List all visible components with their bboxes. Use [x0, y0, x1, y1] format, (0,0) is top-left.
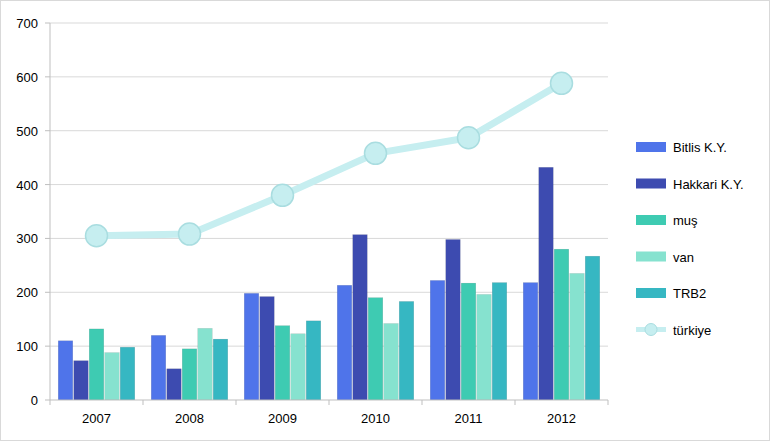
tick	[329, 400, 330, 405]
tick	[50, 400, 51, 405]
bar	[523, 283, 538, 400]
tick	[45, 238, 50, 239]
tick-label: 400	[16, 178, 38, 193]
bar	[58, 341, 73, 400]
bar	[554, 249, 569, 400]
legend-label: van	[673, 250, 694, 265]
legend-symbol	[636, 288, 666, 298]
tick-label: 2011	[455, 411, 483, 426]
bar	[384, 324, 399, 400]
bar	[539, 167, 554, 400]
tick	[236, 400, 237, 405]
legend-symbol	[636, 252, 666, 262]
y-axis	[50, 23, 51, 400]
grid-line	[50, 184, 608, 185]
bar	[275, 326, 290, 400]
bar	[430, 280, 445, 400]
tick	[45, 184, 50, 185]
tick	[515, 400, 516, 405]
tick-label: 600	[16, 70, 38, 85]
grid-line	[50, 130, 608, 131]
bar	[213, 339, 228, 400]
bar	[120, 347, 135, 400]
bar	[353, 235, 368, 400]
marker	[179, 223, 201, 245]
bar	[492, 283, 507, 400]
bar	[446, 240, 461, 400]
tick	[422, 400, 423, 405]
grid-line	[50, 76, 608, 77]
bar	[337, 285, 352, 400]
tick-label: 2009	[268, 411, 297, 426]
grid-line	[50, 23, 608, 24]
tick-label: 2007	[82, 411, 111, 426]
chart: 0 100 200 300 400 500 600 700 2007 2008 2009 2010 20…	[0, 0, 770, 441]
tick	[45, 400, 50, 401]
tick	[45, 23, 50, 24]
bar	[461, 283, 476, 400]
legend-label: Bitlis K.Y.	[673, 140, 727, 155]
bar	[105, 353, 120, 400]
bar	[585, 256, 600, 400]
tick	[45, 130, 50, 131]
marker	[272, 184, 294, 206]
bar	[244, 293, 259, 400]
bar	[291, 334, 306, 400]
tick-label: 700	[16, 16, 38, 31]
legend-symbol	[636, 215, 666, 225]
bar	[368, 298, 383, 400]
bar	[306, 321, 321, 400]
bar	[477, 294, 492, 400]
bar	[198, 328, 213, 400]
legend-label: Hakkari K.Y.	[673, 177, 744, 192]
tick-label: 100	[16, 339, 38, 354]
tick-label: 500	[16, 124, 38, 139]
tick	[45, 76, 50, 77]
legend-label: TRB2	[673, 286, 706, 301]
bar	[570, 273, 585, 400]
bar	[182, 349, 197, 400]
marker	[365, 142, 387, 164]
legend-label: muş	[673, 213, 698, 228]
bar	[399, 301, 414, 400]
background	[1, 1, 770, 441]
bar	[167, 369, 182, 400]
tick-label: 2010	[361, 411, 390, 426]
tick	[45, 346, 50, 347]
tick-label: 300	[16, 231, 38, 246]
legend-label: türkiye	[673, 323, 711, 338]
legend-symbol	[636, 179, 666, 189]
marker	[86, 225, 108, 247]
tick	[45, 292, 50, 293]
plot-area	[58, 72, 600, 400]
bar	[151, 335, 166, 400]
marker	[458, 127, 480, 149]
marker	[551, 72, 573, 94]
bar	[74, 361, 89, 400]
tick	[608, 400, 609, 405]
bar	[89, 329, 104, 400]
legend-symbol	[645, 324, 657, 336]
tick	[143, 400, 144, 405]
bar	[260, 297, 275, 400]
tick-label: 200	[16, 285, 38, 300]
line	[97, 83, 562, 235]
tick-label: 2012	[547, 411, 576, 426]
tick-label: 2008	[175, 411, 204, 426]
tick-label: 0	[31, 393, 38, 408]
legend-symbol	[636, 142, 666, 152]
